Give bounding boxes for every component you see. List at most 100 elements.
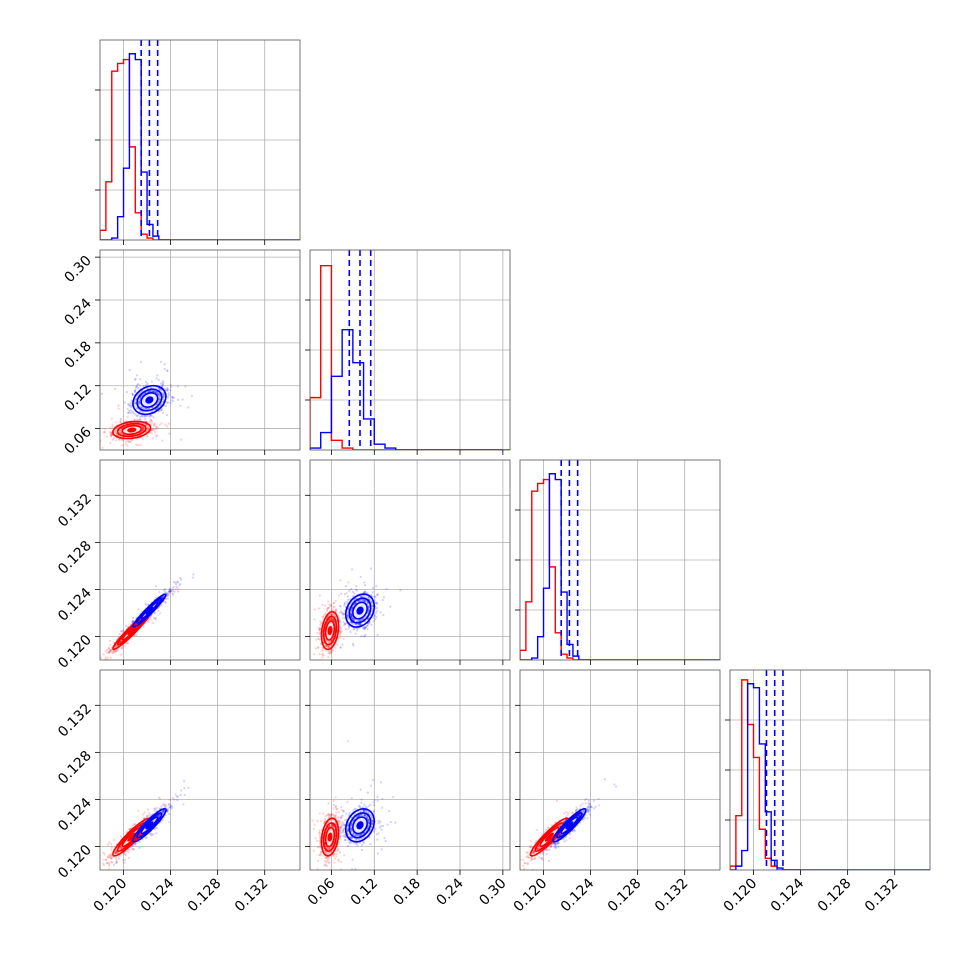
red-sample-point [153, 423, 156, 426]
red-sample-point [327, 649, 330, 653]
blue-sample-point [191, 576, 194, 579]
blue-sample-point [155, 391, 159, 394]
blue-sample-point [148, 390, 152, 393]
blue-sample-point [359, 599, 362, 602]
blue-sample-point [358, 619, 362, 622]
red-sample-point [115, 851, 118, 855]
red-sample-point [150, 429, 153, 432]
red-sample-point [157, 796, 161, 799]
red-sample-point [314, 647, 318, 650]
red-sample-point [338, 611, 342, 614]
blue-sample-point [161, 385, 164, 388]
red-sample-point [147, 425, 150, 428]
blue-sample-point [162, 393, 165, 396]
blue-sample-point [351, 568, 354, 571]
blue-sample-point [144, 384, 148, 387]
red-sample-point [327, 645, 330, 649]
red-sample-point [119, 467, 121, 469]
red-sample-point [109, 650, 112, 653]
red-sample-point [123, 852, 126, 855]
red-sample-point [109, 857, 112, 860]
red-sample-point [327, 664, 329, 666]
red-sample-point [327, 651, 331, 655]
blue-sample-point [171, 593, 175, 596]
red-sample-point [318, 628, 321, 631]
blue-sample-point [341, 612, 344, 615]
red-sample-point [145, 423, 148, 426]
blue-sample-point [170, 395, 174, 398]
blue-sample-point [168, 588, 172, 591]
red-sample-point [122, 420, 125, 423]
blue-sample-point [166, 388, 169, 391]
red-sample-point [150, 419, 154, 423]
red-sample-point [112, 641, 115, 644]
red-sample-point [153, 422, 156, 425]
red-sample-point [120, 847, 123, 850]
blue-sample-point [173, 590, 176, 593]
blue-sample-point [362, 635, 365, 638]
red-sample-point [317, 646, 320, 649]
red-sample-point [329, 605, 332, 608]
blue-sample-point [385, 587, 388, 591]
panel-border [309, 459, 511, 661]
blue-sample-point [148, 414, 152, 417]
red-sample-point [106, 843, 110, 846]
red-sample-point [115, 428, 118, 431]
blue-sample-point [140, 415, 144, 418]
blue-sample-point [131, 392, 134, 396]
blue-sample-point [142, 385, 145, 388]
blue-sample-point [355, 623, 358, 626]
blue-sample-point [343, 601, 346, 604]
red-sample-point [118, 431, 121, 434]
blue-sample-point [166, 387, 169, 390]
blue-sample-point [168, 590, 171, 593]
blue-sample-point [379, 611, 382, 614]
red-sample-point [131, 847, 134, 850]
red-sample-point [138, 418, 142, 421]
red-sample-point [107, 650, 110, 654]
red-sample-point [102, 862, 105, 865]
red-sample-point [331, 613, 334, 617]
red-sample-point [142, 428, 145, 431]
red-contour [121, 424, 142, 436]
blue-sample-point [177, 398, 180, 401]
red-sample-point [109, 452, 111, 454]
blue-sample-point [350, 615, 353, 618]
blue-sample-point [357, 620, 360, 623]
blue-sample-point [363, 635, 366, 638]
red-sample-point [114, 851, 118, 854]
blue-sample-point [167, 594, 170, 597]
red-sample-point [110, 649, 113, 652]
red-sample-point [145, 815, 148, 818]
blue-sample-point [161, 380, 164, 383]
blue-sample-point [351, 590, 355, 593]
red-sample-point [135, 443, 138, 446]
blue-sample-point [369, 567, 372, 570]
red-sample-point [102, 858, 105, 862]
blue-sample-point [366, 624, 369, 627]
red-sample-point [111, 651, 114, 655]
blue-sample-point [341, 643, 344, 646]
blue-sample-point [357, 623, 360, 627]
blue-sample-point [346, 595, 349, 598]
blue-sample-point [113, 387, 117, 391]
red-sample-point [327, 600, 330, 603]
red-sample-point [327, 606, 330, 609]
red-sample-point [332, 664, 334, 666]
red-sample-point [116, 851, 119, 855]
blue-sample-point [363, 581, 366, 584]
y-tick-label: 0.128 [55, 538, 95, 578]
red-contour [327, 626, 333, 636]
red-sample-point [151, 421, 154, 424]
blue-sample-point [349, 612, 353, 615]
red-sample-point [127, 440, 130, 443]
red-sample-point [120, 835, 123, 838]
red-sample-point [121, 646, 124, 649]
scatter-layer [100, 573, 195, 660]
blue-sample-point [135, 407, 139, 410]
blue-sample-point [176, 581, 179, 584]
blue-sample-point [352, 592, 356, 595]
blue-sample-point [359, 619, 362, 622]
red-sample-point [123, 644, 126, 648]
